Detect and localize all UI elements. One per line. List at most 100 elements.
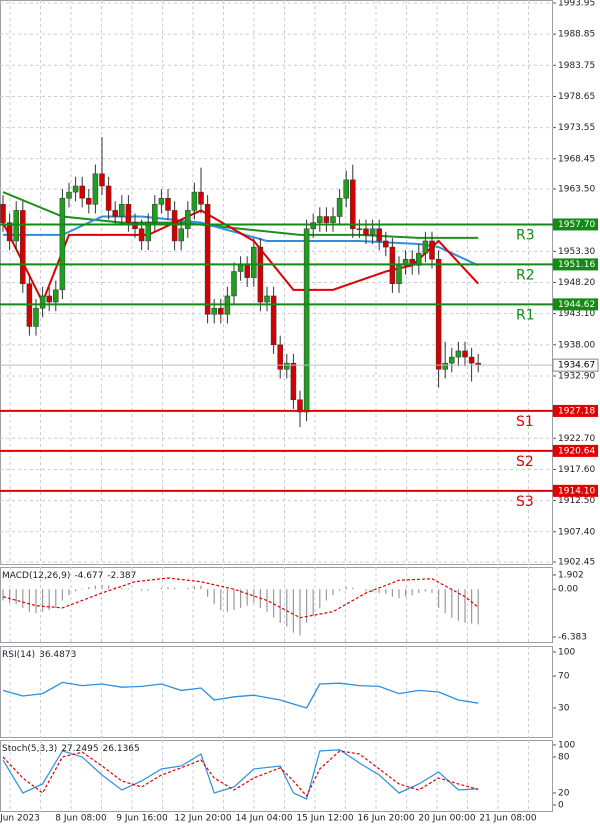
y-tick-label: 1988.85: [558, 30, 595, 40]
indicator-reading: 26.1365: [103, 744, 140, 754]
level-name: R3: [516, 227, 535, 243]
y-tick-label: 30: [558, 704, 570, 714]
indicator-header: RSI(14) 36.4873: [2, 650, 76, 660]
candle-body: [39, 295, 46, 309]
candle-body: [310, 222, 316, 229]
candle-body: [442, 362, 448, 370]
level-box: [553, 484, 598, 497]
candle-body: [165, 197, 171, 211]
level-label: 1951.16: [558, 260, 595, 270]
y-tick-label: 1938.00: [558, 340, 595, 350]
x-tick-label: 9 Jun 16:00: [116, 814, 168, 824]
y-tick-label: 1912.50: [558, 496, 595, 506]
indicator-header: Stoch(5,3,3) 27.2495 26.1365: [2, 744, 140, 754]
panel-frame: [0, 646, 553, 738]
candle-body: [191, 191, 198, 211]
candle-body: [59, 197, 66, 291]
candle-body: [152, 204, 158, 223]
candle-body: [86, 197, 92, 205]
candle-body: [178, 228, 184, 242]
x-tick-label: 14 Jun 04:00: [235, 814, 292, 824]
indicator-title: MACD(12,26,9): [2, 571, 70, 581]
level-box: [553, 404, 598, 417]
candle-body: [449, 356, 455, 364]
candle-body: [46, 295, 52, 303]
candle-body: [356, 228, 363, 230]
y-tick-label: -6.383: [558, 632, 587, 642]
candle-body: [251, 246, 257, 278]
candle-body: [369, 228, 376, 236]
indicator-line: [2, 750, 479, 798]
candle-body: [303, 228, 310, 413]
candle-body: [422, 240, 429, 254]
indicator-reading: -2.387: [107, 571, 136, 581]
y-tick-label: 1922.70: [558, 434, 595, 444]
last-price-label: 1934.67: [558, 361, 595, 371]
indicator-line: [2, 191, 479, 239]
level-name: R1: [516, 307, 535, 323]
level-label: 1944.62: [558, 300, 595, 310]
y-tick-label: 1953.30: [558, 247, 595, 257]
candle-body: [429, 240, 435, 260]
x-tick-label: 12 Jun 20:00: [174, 814, 231, 824]
candle-body: [330, 216, 336, 223]
indicator-line: [2, 681, 479, 709]
x-tick-label: 15 Jun 12:00: [296, 814, 353, 824]
indicator-title: RSI(14): [2, 650, 35, 660]
candle-body: [343, 179, 349, 199]
x-tick-label: 16 Jun 20:00: [357, 814, 414, 824]
level-box: [553, 298, 598, 311]
candle-body: [6, 222, 13, 242]
candle-body: [277, 344, 283, 370]
last-price-box: [552, 358, 599, 372]
candle-body: [363, 228, 369, 236]
y-tick-label: 1907.40: [558, 527, 595, 537]
y-tick-label: 1948.20: [558, 278, 595, 288]
y-tick-label: 70: [558, 672, 570, 682]
candle-body: [284, 362, 290, 370]
candle-body: [171, 210, 178, 242]
candle-body: [198, 191, 204, 205]
candle-body: [270, 295, 277, 346]
y-tick-label: 1973.55: [558, 123, 595, 133]
candle-body: [20, 210, 26, 284]
y-tick-label: 1963.50: [558, 185, 595, 195]
candle-body: [350, 179, 356, 229]
candle-body: [231, 271, 237, 297]
y-tick-label: 80: [558, 752, 570, 762]
level-name: S3: [516, 494, 534, 510]
indicator-header: MACD(12,26,9) -4.677 -2.387: [2, 571, 136, 581]
level-name: R2: [516, 267, 535, 283]
candle-body: [53, 289, 59, 303]
level-label: 1927.18: [558, 406, 595, 416]
panel-frame: [0, 567, 553, 643]
y-tick-label: 0.00: [558, 585, 578, 595]
indicator-reading: 36.4873: [39, 650, 76, 660]
y-tick-label: 1943.10: [558, 309, 595, 319]
candle-body: [264, 295, 270, 303]
candle-body: [396, 265, 402, 284]
level-box: [553, 258, 598, 271]
level-label: 1920.64: [558, 446, 595, 456]
x-tick-label: 21 Jun 08:00: [479, 814, 536, 824]
candle-body: [257, 246, 264, 303]
candle-body: [435, 259, 442, 370]
candle-body: [211, 307, 217, 315]
candle-body: [376, 228, 382, 242]
y-tick-label: 1993.95: [558, 0, 595, 8]
candle-body: [336, 197, 343, 217]
candle-body: [323, 216, 330, 223]
candle-body: [92, 173, 99, 205]
y-tick-label: 1983.75: [558, 61, 595, 71]
y-tick-label: 1902.45: [558, 558, 595, 568]
x-tick-label: 8 Jun 08:00: [55, 814, 107, 824]
candle-body: [297, 399, 303, 413]
indicator-line: [2, 749, 479, 800]
candle-body: [119, 204, 125, 217]
y-tick-label: 1917.60: [558, 465, 595, 475]
candle-body: [99, 173, 105, 187]
y-tick-label: 100: [558, 740, 575, 750]
indicator-reading: -4.677: [74, 571, 103, 581]
indicator-line: [2, 577, 479, 619]
